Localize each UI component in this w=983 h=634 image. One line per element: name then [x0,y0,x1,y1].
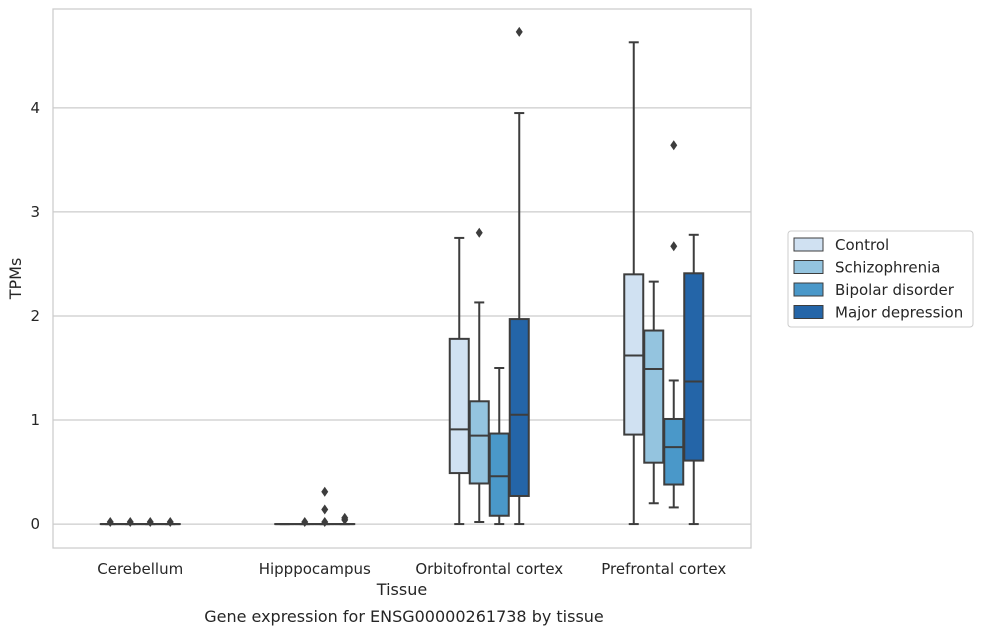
legend: Control Schizophrenia Bipolar disorder Majo… [787,230,974,328]
legend-label: Schizophrenia [835,259,940,277]
box-schizophrenia [294,516,316,527]
box-iqr [683,272,705,462]
box-iqr [468,400,490,485]
x-tick-labels: Cerebellum Hipppocampus Orbitofrontal cort… [97,560,726,578]
box-bipolar-disorder [488,366,510,526]
box-iqr [663,417,685,486]
box-schizophrenia [643,280,665,505]
box-iqr [643,329,665,464]
outlier-point [301,516,309,527]
outlier-point [515,26,523,37]
outlier-point [146,516,154,527]
y-tick-label: 3 [30,203,40,221]
outlier-point [106,516,114,527]
y-tick-label: 4 [30,99,40,117]
outlier-point [670,140,678,151]
legend-item: Schizophrenia [793,259,940,277]
x-tick-label: Orbitofrontal cortex [415,560,563,578]
box-major-depression [334,512,356,526]
legend-item: Control [793,236,889,254]
legend-swatch [793,305,824,319]
box-schizophrenia [468,227,490,523]
legend-swatch [793,260,824,274]
box-control [448,236,470,526]
outlier-point [341,512,349,523]
x-axis-label: Tissue [376,580,427,599]
x-tick-label: Hipppocampus [259,560,371,578]
y-tick-labels: 0 1 2 3 4 [30,99,40,533]
plot-area [52,8,752,549]
outlier-point [126,516,134,527]
box-groups [99,26,705,527]
box-bipolar-disorder [663,140,685,509]
outlier-point [670,241,678,252]
y-axis-label: TPMs [6,258,25,301]
x-tick-label: Prefrontal cortex [601,560,726,578]
legend-frame [787,230,974,328]
box-major-depression [508,26,530,526]
box-control [623,41,645,526]
y-tick-label: 2 [30,307,40,325]
box-iqr [488,432,510,517]
legend-label: Control [835,236,889,254]
box-bipolar-disorder [139,516,161,527]
box-control [99,516,121,527]
box-iqr [448,337,470,475]
box-schizophrenia [119,516,141,527]
legend-item: Major depression [793,304,963,322]
outlier-point [475,227,483,238]
outlier-point [321,516,329,527]
box-iqr [623,273,645,436]
legend-swatch [793,237,824,252]
legend-label: Bipolar disorder [835,281,955,299]
x-tick-label: Cerebellum [97,560,183,578]
box-major-depression [683,233,705,526]
figure-caption: Gene expression for ENSG00000261738 by t… [204,607,604,626]
box-bipolar-disorder [314,486,336,527]
y-tick-label: 0 [30,515,40,533]
outlier-point [321,504,329,515]
box-major-depression [159,516,181,527]
box-iqr [508,318,530,497]
legend-item: Bipolar disorder [793,281,955,299]
y-tick-label: 1 [30,411,40,429]
legend-swatch [793,282,824,297]
outlier-point [321,486,329,497]
outlier-point [166,516,174,527]
legend-label: Major depression [835,304,963,322]
